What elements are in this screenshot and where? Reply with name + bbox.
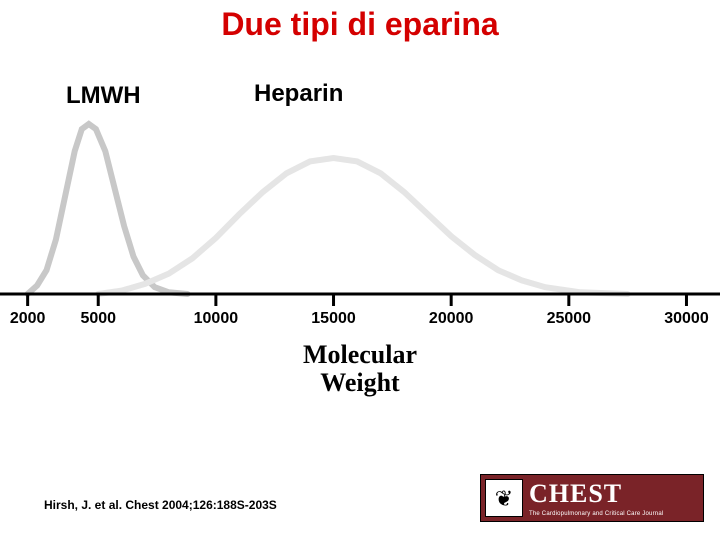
x-axis-title-line1: Molecular bbox=[0, 340, 720, 370]
series-label-heparin: Heparin bbox=[254, 80, 343, 108]
x-tick-label: 20000 bbox=[429, 310, 474, 328]
x-tick-label: 25000 bbox=[547, 310, 592, 328]
x-axis-title-line2: Weight bbox=[0, 368, 720, 398]
journal-logo: ❦ CHEST The Cardiopulmonary and Critical… bbox=[480, 474, 704, 522]
x-tick-label: 10000 bbox=[194, 310, 239, 328]
curve-lmwh bbox=[28, 124, 188, 294]
journal-logo-icon: ❦ bbox=[485, 479, 523, 517]
journal-logo-tagline: The Cardiopulmonary and Critical Care Jo… bbox=[529, 511, 663, 517]
citation-text: Hirsh, J. et al. Chest 2004;126:188S-203… bbox=[44, 498, 277, 512]
journal-logo-text: CHEST bbox=[529, 479, 622, 509]
x-tick-label: 5000 bbox=[80, 310, 116, 328]
x-tick-label: 30000 bbox=[664, 310, 709, 328]
x-tick-label: 2000 bbox=[10, 310, 46, 328]
x-tick-label: 15000 bbox=[311, 310, 356, 328]
distribution-chart: LMWH Heparin bbox=[0, 64, 720, 344]
page-title: Due tipi di eparina bbox=[0, 6, 720, 43]
series-label-lmwh: LMWH bbox=[66, 82, 141, 110]
curve-heparin bbox=[98, 158, 627, 294]
